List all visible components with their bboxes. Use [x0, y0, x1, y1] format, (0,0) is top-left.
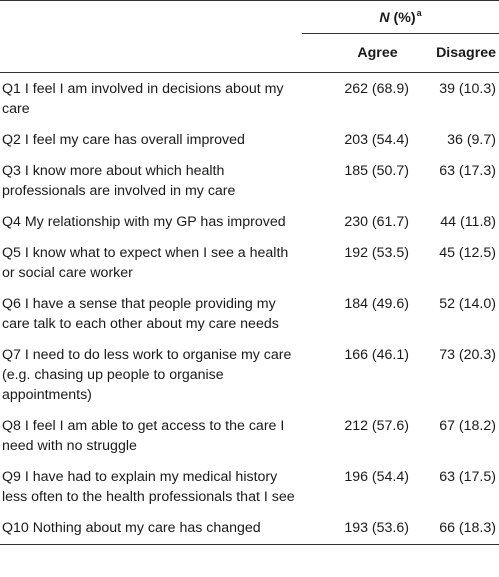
disagree-cell: 73 (20.3) — [439, 347, 496, 363]
table-header: N (%)a Agree Disagree — [0, 0, 499, 73]
question-cell: Q2 I feel my care has overall improved — [2, 132, 245, 148]
agree-cell: 196 (54.4) — [344, 469, 409, 485]
header-footnote-marker: a — [416, 8, 422, 18]
agree-cell: 166 (46.1) — [344, 347, 409, 363]
question-cell: Q3 I know more about which health profes… — [2, 163, 236, 199]
disagree-cell: 52 (14.0) — [439, 296, 496, 312]
disagree-cell: 63 (17.3) — [439, 163, 496, 179]
table-row: Q4 My relationship with my GP has improv… — [0, 206, 499, 237]
header-n-symbol: N — [379, 10, 390, 26]
question-cell: Q1 I feel I am involved in decisions abo… — [2, 81, 284, 117]
question-cell: Q9 I have had to explain my medical hist… — [2, 469, 295, 505]
table-row: Q7 I need to do less work to organise my… — [0, 339, 499, 410]
header-percent-label: (%) — [389, 10, 416, 26]
survey-results-table: N (%)a Agree Disagree Q1 I feel I am inv… — [0, 0, 499, 545]
disagree-cell: 36 (9.7) — [447, 132, 496, 148]
disagree-cell: 39 (10.3) — [439, 81, 496, 97]
header-disagree: Disagree — [417, 33, 499, 73]
agree-cell: 230 (61.7) — [344, 214, 409, 230]
table-row: Q8 I feel I am able to get access to the… — [0, 410, 499, 461]
question-cell: Q10 Nothing about my care has changed — [0, 512, 302, 545]
agree-cell: 185 (50.7) — [344, 163, 409, 179]
agree-cell: 203 (54.4) — [344, 132, 409, 148]
disagree-cell: 44 (11.8) — [440, 214, 496, 230]
table-row: Q1 I feel I am involved in decisions abo… — [0, 73, 499, 125]
header-question-cell — [0, 33, 302, 73]
disagree-cell: 66 (18.3) — [417, 512, 499, 545]
header-n-percent: N (%)a — [302, 0, 499, 34]
header-agree: Agree — [302, 33, 417, 73]
question-cell: Q5 I know what to expect when I see a he… — [2, 245, 289, 281]
question-cell: Q6 I have a sense that people providing … — [2, 296, 279, 332]
disagree-cell: 45 (12.5) — [439, 245, 496, 261]
table-row: Q6 I have a sense that people providing … — [0, 288, 499, 339]
agree-cell: 184 (49.6) — [344, 296, 409, 312]
header-blank-cell — [0, 0, 302, 34]
table-row: Q5 I know what to expect when I see a he… — [0, 237, 499, 288]
table-body: Q1 I feel I am involved in decisions abo… — [0, 73, 499, 545]
table-row: Q3 I know more about which health profes… — [0, 155, 499, 206]
table-row: Q9 I have had to explain my medical hist… — [0, 461, 499, 512]
agree-cell: 212 (57.6) — [344, 418, 409, 434]
agree-cell: 192 (53.5) — [344, 245, 409, 261]
header-row-group: N (%)a — [0, 0, 499, 34]
agree-cell: 262 (68.9) — [344, 81, 409, 97]
header-row-columns: Agree Disagree — [0, 33, 499, 73]
table-row: Q10 Nothing about my care has changed 193… — [0, 512, 499, 545]
disagree-cell: 67 (18.2) — [439, 418, 496, 434]
question-cell: Q4 My relationship with my GP has improv… — [2, 214, 286, 230]
table-row: Q2 I feel my care has overall improved 20… — [0, 124, 499, 155]
agree-cell: 193 (53.6) — [302, 512, 417, 545]
question-cell: Q7 I need to do less work to organise my… — [2, 347, 292, 403]
disagree-cell: 63 (17.5) — [439, 469, 496, 485]
question-cell: Q8 I feel I am able to get access to the… — [2, 418, 285, 454]
